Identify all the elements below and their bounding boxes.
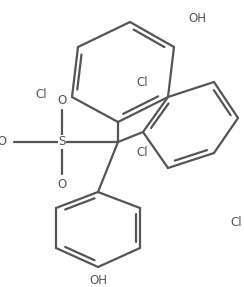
Text: OH: OH <box>89 274 107 286</box>
Text: Cl: Cl <box>136 75 148 88</box>
Text: S: S <box>58 135 66 148</box>
Text: HO: HO <box>0 135 8 148</box>
Text: O: O <box>57 94 67 106</box>
Text: OH: OH <box>188 11 206 24</box>
Text: Cl: Cl <box>35 88 47 102</box>
Text: O: O <box>57 177 67 191</box>
Text: Cl: Cl <box>230 216 242 228</box>
Text: Cl: Cl <box>136 146 148 158</box>
